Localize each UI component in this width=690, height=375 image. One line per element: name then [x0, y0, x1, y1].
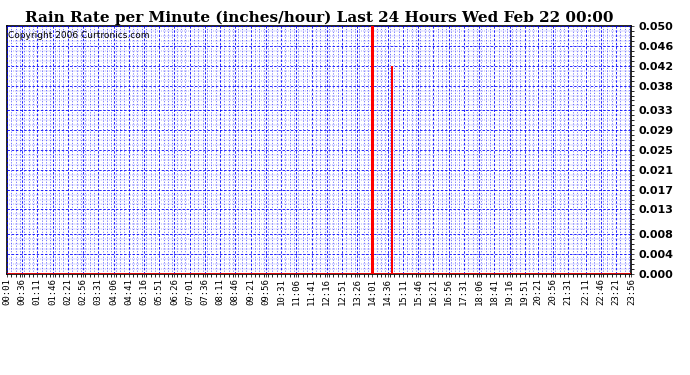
Bar: [371, 26, 373, 274]
Title: Rain Rate per Minute (inches/hour) Last 24 Hours Wed Feb 22 00:00: Rain Rate per Minute (inches/hour) Last …: [25, 11, 613, 25]
Text: Copyright 2006 Curtronics.com: Copyright 2006 Curtronics.com: [8, 31, 150, 40]
Bar: [391, 66, 393, 274]
